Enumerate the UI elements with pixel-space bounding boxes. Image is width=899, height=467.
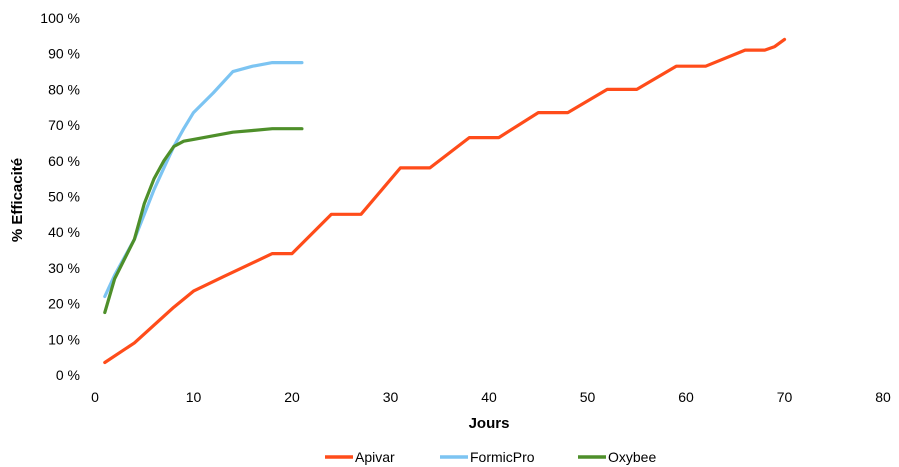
legend-label: Apivar (355, 449, 395, 465)
x-tick-label: 0 (91, 389, 99, 405)
y-tick-label: 50 % (48, 189, 80, 205)
x-tick-label: 20 (284, 389, 300, 405)
y-axis-ticks: 0 % 10 % 20 % 30 % 40 % 50 % 60 % 70 % 80 % 90 % 1… (40, 10, 80, 383)
x-tick-label: 80 (875, 389, 891, 405)
y-tick-label: 60 % (48, 153, 80, 169)
legend: Apivar FormicPro Oxybee (325, 449, 656, 465)
y-tick-label: 80 % (48, 81, 80, 97)
y-tick-label: 70 % (48, 117, 80, 133)
x-tick-label: 60 (678, 389, 694, 405)
series-line-apivar (103, 37, 787, 365)
x-axis-ticks: 0 10 20 30 40 50 60 70 80 (91, 389, 891, 405)
series-line-formicpro (103, 61, 304, 299)
legend-label: FormicPro (470, 449, 535, 465)
y-tick-label: 0 % (56, 367, 80, 383)
x-tick-label: 10 (186, 389, 202, 405)
y-tick-label: 10 % (48, 331, 80, 347)
y-tick-label: 90 % (48, 46, 80, 62)
x-axis-title: Jours (469, 415, 510, 432)
y-tick-label: 100 % (40, 10, 80, 26)
series-line-oxybee (103, 127, 304, 315)
x-tick-label: 40 (481, 389, 497, 405)
series-lines (103, 37, 787, 365)
x-tick-label: 50 (580, 389, 596, 405)
x-tick-label: 70 (777, 389, 793, 405)
y-tick-label: 40 % (48, 224, 80, 240)
legend-item-apivar: Apivar (325, 449, 395, 465)
legend-label: Oxybee (608, 449, 656, 465)
y-tick-label: 30 % (48, 260, 80, 276)
legend-item-oxybee: Oxybee (578, 449, 656, 465)
y-tick-label: 20 % (48, 296, 80, 312)
x-tick-label: 30 (383, 389, 399, 405)
legend-item-formicpro: FormicPro (440, 449, 535, 465)
y-axis-title: % Efficacité (9, 158, 26, 242)
